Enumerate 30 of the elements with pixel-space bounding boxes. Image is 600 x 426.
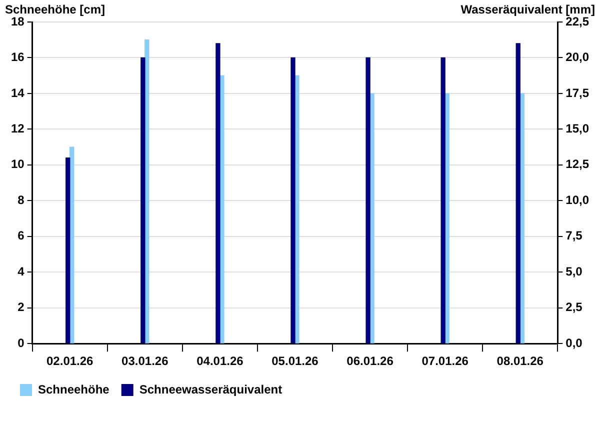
y-tick-label: 10: [10, 157, 25, 172]
y-tick-label: 16: [10, 50, 25, 64]
y2-tick-label: 5,0: [566, 264, 583, 278]
x-tick-label: 02.01.26: [46, 354, 94, 368]
y2-tick-label: 2,5: [566, 300, 583, 314]
y-tick-label: 2: [18, 300, 25, 314]
x-tick-label: 08.01.26: [496, 354, 544, 368]
y-tick-label: 6: [18, 228, 25, 243]
legend-label: Schneehöhe: [38, 382, 110, 396]
y-axis-title: Schneehöhe [cm]: [5, 2, 106, 16]
y2-tick-label: 0,0: [566, 336, 583, 350]
x-tick-label: 04.01.26: [196, 354, 244, 368]
x-tick-label: 03.01.26: [122, 354, 169, 368]
legend-label: Schneewasseräquivalent: [139, 382, 282, 396]
y-tick-label: 4: [18, 264, 25, 278]
y-tick-label: 12: [10, 122, 25, 136]
y2-axis-title: Wasseräquivalent [mm]: [460, 2, 595, 16]
y-tick-label: 14: [10, 86, 25, 100]
x-tick-label: 06.01.26: [346, 354, 394, 368]
y-tick-label: 18: [10, 14, 25, 28]
y-tick-label: 0: [18, 336, 25, 350]
y2-tick-label: 17,5: [566, 86, 590, 100]
y2-tick-label: 12,5: [566, 157, 590, 172]
y2-tick-label: 20,0: [566, 50, 590, 64]
x-tick-label: 07.01.26: [422, 354, 469, 368]
y2-tick-label: 7,5: [566, 228, 583, 243]
y2-tick-label: 10,0: [566, 192, 590, 207]
y-tick-label: 8: [18, 192, 25, 207]
y2-tick-label: 15,0: [566, 122, 590, 136]
x-tick-label: 05.01.26: [272, 354, 319, 368]
